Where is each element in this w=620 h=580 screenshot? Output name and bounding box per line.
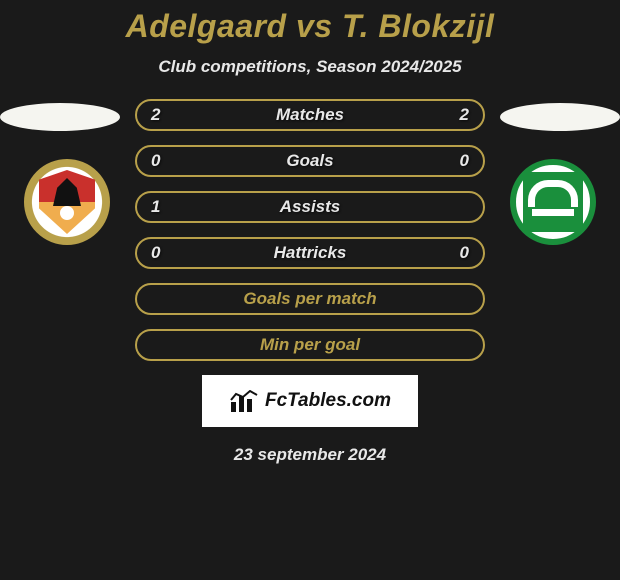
stats-area: 2 Matches 2 0 Goals 0 1 Assists 0 Hattri…	[0, 99, 620, 465]
stat-left-value: 0	[151, 151, 171, 171]
right-club-logo	[510, 159, 596, 245]
stat-right-value: 2	[449, 105, 469, 125]
date-label: 23 september 2024	[0, 445, 620, 465]
stat-row-assists: 1 Assists	[135, 191, 485, 223]
comparison-card: Adelgaard vs T. Blokzijl Club competitio…	[0, 0, 620, 465]
stat-row-min-per-goal: Min per goal	[135, 329, 485, 361]
right-ellipse-decoration	[500, 103, 620, 131]
stat-row-matches: 2 Matches 2	[135, 99, 485, 131]
stat-left-value: 0	[151, 243, 171, 263]
fctables-chart-icon	[229, 390, 259, 412]
stat-row-goals: 0 Goals 0	[135, 145, 485, 177]
subtitle: Club competitions, Season 2024/2025	[0, 57, 620, 77]
fc-groningen-icon	[523, 172, 583, 232]
left-ellipse-decoration	[0, 103, 120, 131]
branding-box: FcTables.com	[202, 375, 418, 427]
stat-left-value: 2	[151, 105, 171, 125]
stat-label: Min per goal	[260, 335, 360, 355]
branding-text: FcTables.com	[265, 390, 391, 412]
stat-label: Goals	[286, 151, 333, 171]
go-ahead-eagles-shield-icon	[39, 170, 95, 234]
stat-row-goals-per-match: Goals per match	[135, 283, 485, 315]
page-title: Adelgaard vs T. Blokzijl	[0, 8, 620, 45]
stat-label: Matches	[276, 105, 344, 125]
stat-right-value: 0	[449, 151, 469, 171]
stat-right-value: 0	[449, 243, 469, 263]
left-club-logo	[24, 159, 110, 245]
stat-row-hattricks: 0 Hattricks 0	[135, 237, 485, 269]
stat-left-value: 1	[151, 197, 171, 217]
stat-label: Hattricks	[274, 243, 347, 263]
stat-label: Assists	[280, 197, 340, 217]
stat-rows: 2 Matches 2 0 Goals 0 1 Assists 0 Hattri…	[135, 99, 485, 361]
stat-label: Goals per match	[243, 289, 376, 309]
